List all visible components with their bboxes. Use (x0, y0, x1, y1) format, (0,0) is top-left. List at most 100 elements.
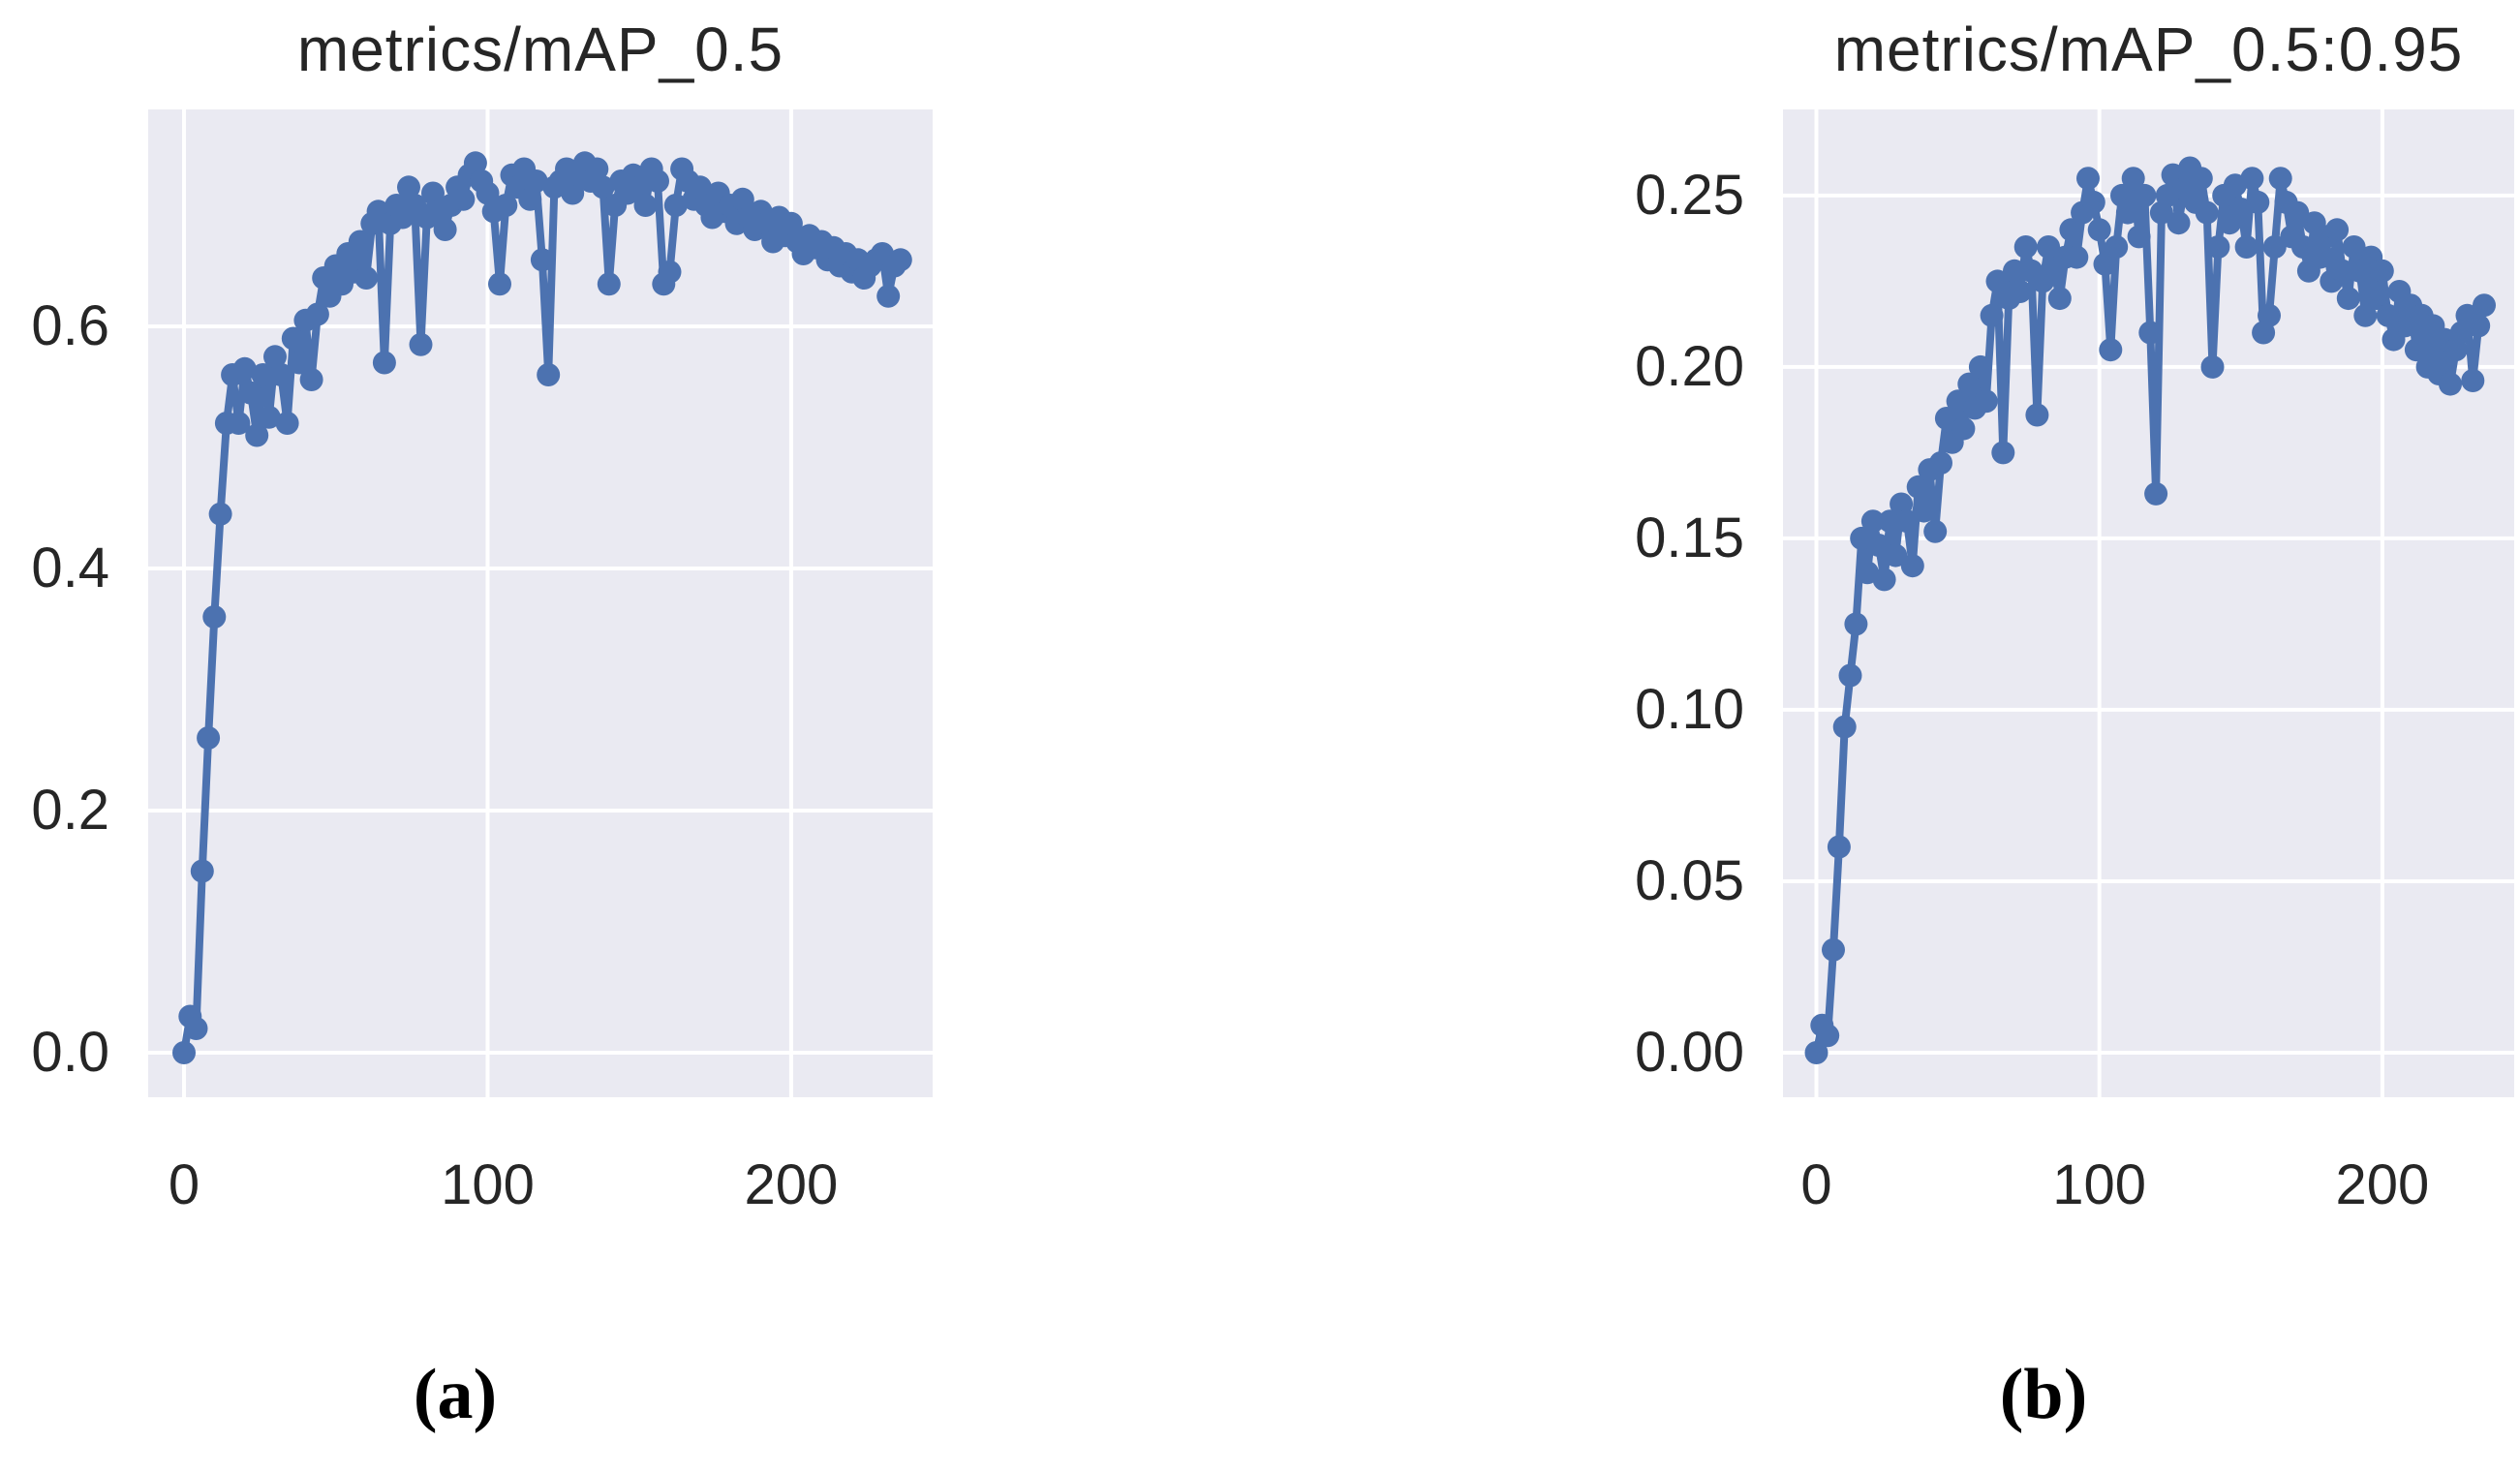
data-point-marker (1884, 543, 1908, 568)
data-point-marker (184, 1017, 208, 1040)
data-point-marker (354, 266, 379, 290)
data-point-marker (1991, 441, 2015, 465)
data-point-marker (1816, 1024, 1840, 1048)
data-point-marker (646, 169, 669, 193)
data-point-marker (172, 1041, 196, 1064)
data-point-marker (245, 423, 269, 447)
data-point-marker (2099, 338, 2123, 362)
data-point-marker (591, 175, 615, 199)
data-point-marker (2076, 167, 2100, 191)
data-point-marker (524, 169, 548, 193)
data-point-marker (463, 151, 487, 175)
data-point-marker (476, 181, 500, 205)
data-point-marker (2336, 287, 2360, 311)
data-point-marker (1895, 509, 1919, 534)
x-tick-label: 100 (441, 1153, 535, 1216)
data-point-marker (2025, 403, 2049, 427)
data-point-marker (2206, 235, 2230, 259)
data-point-marker (232, 356, 257, 381)
data-point-marker (1860, 509, 1885, 534)
data-point-marker (663, 194, 688, 217)
data-point-marker (530, 248, 554, 272)
data-point-marker (658, 260, 682, 284)
data-point-marker (2081, 190, 2105, 214)
data-point-marker (2258, 303, 2281, 327)
data-point-marker (299, 368, 323, 391)
data-point-marker (537, 363, 561, 386)
x-tick-label: 200 (2335, 1153, 2430, 1216)
data-point-marker (2234, 235, 2259, 259)
data-point-marker (2404, 338, 2428, 362)
data-point-marker (257, 405, 281, 429)
data-point-marker (730, 187, 754, 211)
data-point-marker (2008, 280, 2032, 303)
y-tick-label: 0.4 (31, 537, 109, 599)
data-point-marker (597, 272, 621, 296)
data-point-marker (628, 175, 652, 199)
data-point-marker (288, 351, 312, 375)
data-point-marker (1804, 1041, 1829, 1064)
data-point-marker (281, 326, 305, 351)
data-point-marker (227, 412, 251, 435)
data-point-marker (433, 218, 457, 241)
data-point-marker (2268, 167, 2292, 191)
data-point-marker (2461, 369, 2485, 392)
data-point-marker (2195, 200, 2219, 225)
data-point-marker (1832, 715, 1857, 739)
data-point-marker (1872, 568, 1896, 592)
data-point-marker (2393, 314, 2417, 338)
data-point-marker (2093, 252, 2117, 276)
y-tick-label: 0.00 (1635, 1020, 1744, 1084)
data-point-marker (269, 363, 293, 386)
x-tick-label: 0 (168, 1153, 200, 1216)
y-tick-label: 0.15 (1635, 506, 1744, 569)
data-point-marker (190, 859, 214, 883)
data-point-marker (2262, 235, 2287, 259)
x-tick-label: 200 (744, 1153, 839, 1216)
data-point-marker (2037, 235, 2061, 259)
data-point-marker (2330, 259, 2354, 283)
data-point-marker (1974, 389, 1998, 414)
data-point-marker (1985, 269, 2010, 293)
data-point-marker (2121, 167, 2145, 191)
y-tick-label: 0.25 (1635, 163, 1744, 227)
data-point-marker (2342, 235, 2366, 259)
plot-title-b: metrics/mAP_0.5:0.95 (1833, 15, 2464, 84)
data-point-marker (2473, 293, 2496, 318)
data-point-marker (208, 502, 232, 526)
data-point-marker (2115, 200, 2139, 225)
data-point-marker (561, 181, 585, 205)
data-point-marker (2167, 211, 2191, 235)
data-point-marker (1906, 475, 1930, 499)
data-point-marker (585, 157, 609, 181)
data-point-marker (2353, 303, 2378, 327)
data-point-marker (1844, 612, 1868, 636)
data-point-marker (2467, 314, 2491, 338)
data-point-marker (2200, 354, 2225, 379)
data-point-marker (197, 726, 221, 750)
x-tick-label: 100 (2052, 1153, 2147, 1216)
data-point-marker (2087, 218, 2111, 242)
data-point-marker (239, 381, 262, 405)
data-point-marker (1923, 519, 1948, 543)
y-tick-label: 0.0 (31, 1021, 109, 1084)
caption-a: (a) (413, 1355, 498, 1434)
y-tick-label: 0.2 (31, 779, 109, 842)
data-point-marker (2065, 245, 2089, 269)
data-point-marker (1934, 407, 1958, 430)
data-point-marker (688, 175, 712, 199)
data-point-marker (1900, 554, 1924, 578)
y-tick-label: 0.10 (1635, 677, 1744, 741)
data-point-marker (372, 351, 396, 375)
chart-b-canvas (1783, 109, 2514, 1097)
data-point-marker (1827, 835, 1851, 859)
data-point-marker (2003, 259, 2026, 283)
data-point-marker (2240, 167, 2264, 191)
data-point-marker (2325, 218, 2350, 242)
data-point-marker (409, 332, 433, 356)
data-point-marker (779, 211, 803, 235)
caption-b: (b) (1999, 1355, 2088, 1434)
data-point-marker (1957, 372, 1982, 396)
data-point-marker (202, 605, 227, 629)
data-point-marker (2144, 481, 2168, 506)
